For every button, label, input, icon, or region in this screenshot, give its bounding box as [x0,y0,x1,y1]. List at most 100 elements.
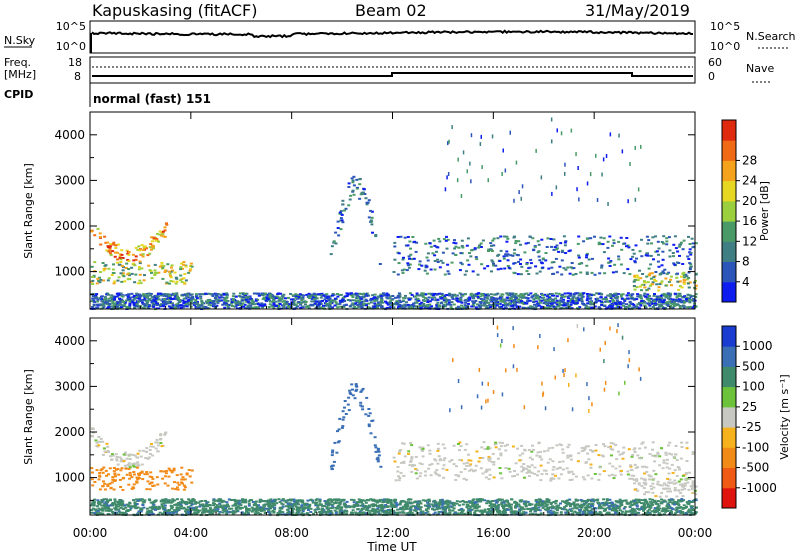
scatter-cell [413,295,417,298]
scatter-cell [645,275,649,278]
scatter-cell [109,296,113,299]
scatter-cell [179,507,183,510]
scatter-cell [285,300,289,303]
scatter-cell [266,293,270,296]
scatter-cell [496,510,499,513]
scatter-cell [349,513,353,516]
scatter-cell [563,292,567,295]
scatter-cell [605,498,609,501]
scatter-cell [518,512,522,515]
scatter-cell [410,511,414,514]
scatter-cell [676,502,680,505]
scatter-cell [473,294,477,297]
scatter-cell [369,299,373,302]
scatter-cell [140,498,144,501]
scatter-cell [93,234,97,237]
scatter-cell [488,502,492,505]
scatter-cell [152,299,156,302]
scatter-cell [438,266,442,269]
scatter-cell [244,298,248,301]
scatter-cell [262,297,266,300]
scatter-cell [659,303,663,306]
scatter-cell [119,306,123,309]
scatter-cell [548,304,552,307]
scatter-cell [597,241,601,244]
scatter-cell [154,272,158,275]
scatter-cell [95,469,99,472]
scatter-cell [668,501,672,504]
scatter-cell [628,301,632,304]
sparse-echo [637,187,640,192]
scatter-cell [441,261,445,264]
scatter-cell [264,299,268,302]
scatter-cell [278,303,282,305]
scatter-cell [355,187,359,190]
scatter-cell [658,305,661,308]
scatter-cell [498,509,502,512]
scatter-cell [642,502,646,505]
scatter-cell [519,508,523,511]
scatter-cell [163,302,167,305]
scatter-cell [677,499,681,502]
scatter-cell [367,509,371,512]
scatter-cell [412,509,416,512]
scatter-cell [614,507,618,509]
scatter-cell [613,263,617,266]
scatter-cell [104,498,108,501]
scatter-cell [439,302,443,305]
scatter-cell [241,501,245,504]
scatter-cell [512,294,516,297]
freq-label-1: Freq. [4,56,31,69]
scatter-cell [182,277,186,280]
scatter-cell [494,297,498,300]
scatter-cell [134,246,138,249]
scatter-cell [640,302,644,305]
feature-afternoon-band [392,235,698,276]
scatter-cell [301,510,305,513]
scatter-cell [191,500,195,503]
scatter-cell [103,507,107,510]
scatter-cell [200,302,204,305]
scatter-cell [359,297,363,300]
scatter-cell [529,305,533,308]
scatter-cell [373,299,377,302]
scatter-cell [356,296,360,299]
scatter-cell [287,510,291,513]
scatter-cell [429,268,433,271]
scatter-cell [669,306,673,309]
scatter-cell [175,293,179,296]
scatter-cell [577,512,581,515]
scatter-cell [467,500,471,503]
scatter-cell [505,254,509,257]
scatter-cell [292,507,295,510]
scatter-cell [583,506,587,509]
scatter-cell [98,236,102,238]
scatter-cell [132,471,136,473]
scatter-cell [283,499,287,502]
scatter-cell [421,499,425,502]
scatter-cell [466,259,470,262]
scatter-cell [401,258,405,261]
scatter-cell [106,245,110,248]
scatter-cell [593,305,597,308]
scatter-cell [518,499,522,502]
scatter-cell [267,505,271,508]
scatter-cell [534,499,538,502]
scatter-cell [344,303,348,306]
scatter-cell [548,298,552,301]
scatter-cell [260,292,264,295]
scatter-cell [355,504,359,507]
scatter-cell [608,261,612,264]
scatter-cell [640,283,644,286]
scatter-cell [142,247,146,250]
scatter-cell [544,505,548,508]
scatter-cell [112,282,116,285]
scatter-cell [127,462,131,465]
scatter-cell [690,506,694,509]
sparse-echo [564,171,566,176]
scatter-cell [361,505,365,508]
sparse-echo [460,194,463,198]
scatter-cell [188,502,192,504]
scatter-cell [414,506,418,509]
scatter-cell [207,292,211,295]
